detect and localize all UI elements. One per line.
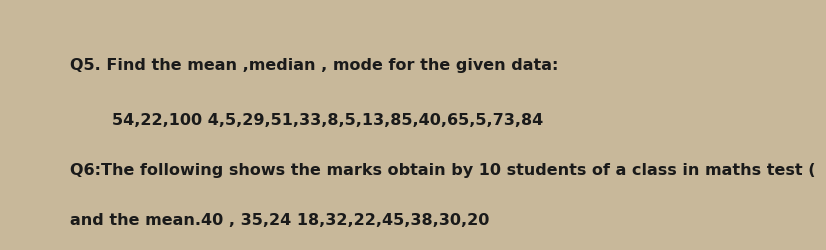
Text: Q6:The following shows the marks obtain by 10 students of a class in maths test : Q6:The following shows the marks obtain …: [70, 163, 826, 178]
Text: Q5. Find the mean ,median , mode for the given data:: Q5. Find the mean ,median , mode for the…: [70, 58, 558, 73]
Text: and the mean.40 , 35,24 18,32,22,45,38,30,20: and the mean.40 , 35,24 18,32,22,45,38,3…: [70, 213, 490, 228]
Text: 54,22,100 4,5,29,51,33,8,5,13,85,40,65,5,73,84: 54,22,100 4,5,29,51,33,8,5,13,85,40,65,5…: [112, 113, 543, 128]
